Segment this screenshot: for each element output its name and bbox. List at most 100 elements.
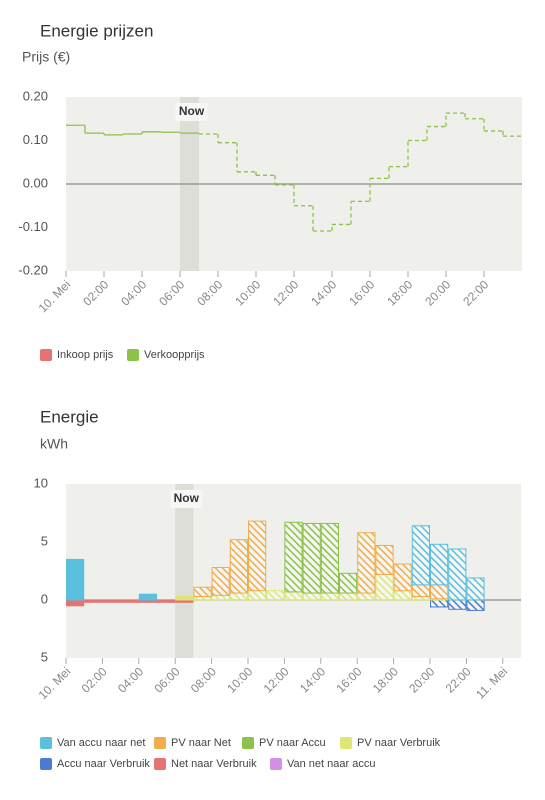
legend-label: Van net naar accu	[287, 758, 375, 770]
energy-bar	[211, 567, 230, 596]
x-tick-label: 18:00	[384, 277, 415, 308]
energy-bar	[66, 558, 85, 601]
now-label: Now	[174, 491, 200, 505]
x-tick-label: 04:00	[115, 664, 146, 695]
legend-swatch	[154, 737, 166, 749]
x-tick-label: 04:00	[118, 277, 149, 308]
x-tick-label: 10:00	[224, 664, 255, 695]
energy-bar	[448, 548, 467, 601]
energy-bar	[193, 596, 212, 601]
legend-swatch	[242, 737, 254, 749]
x-tick-label: 16:00	[333, 664, 364, 695]
energy-bar	[193, 586, 212, 598]
legend-swatch	[154, 758, 166, 770]
legend-label: PV naar Accu	[259, 737, 326, 749]
legend-swatch	[40, 737, 52, 749]
x-tick-label: 08:00	[188, 664, 219, 695]
x-tick-label: 12:00	[270, 277, 301, 308]
energy-bar	[84, 599, 103, 603]
x-tick-label: 20:00	[422, 277, 453, 308]
legend-swatch	[340, 737, 352, 749]
energy-bar	[66, 599, 85, 607]
y-tick-label: 0	[41, 591, 48, 606]
energy-bar	[411, 584, 430, 598]
energy-bar	[302, 522, 321, 594]
energy-bar	[430, 584, 449, 600]
legend-label: Van accu naar net	[57, 737, 145, 749]
x-tick-label: 14:00	[308, 277, 339, 308]
energy-bar	[466, 577, 485, 601]
energy-bar	[411, 596, 430, 601]
energy-bar	[448, 599, 467, 610]
unit-label: kWh	[40, 436, 68, 452]
y-tick-label: 5	[41, 533, 48, 548]
x-tick-label: 06:00	[151, 664, 182, 695]
x-tick-label: 02:00	[80, 277, 111, 308]
legend-label: Net naar Verbruik	[171, 758, 257, 770]
energy-bar	[357, 592, 376, 601]
now-badge	[175, 103, 208, 121]
legend-swatch	[127, 349, 139, 361]
legend-label: PV naar Verbruik	[357, 737, 441, 749]
x-tick-label: 10. Mei	[36, 277, 74, 315]
legend-label: PV naar Net	[171, 737, 231, 749]
x-tick-label: 14:00	[297, 664, 328, 695]
energy-bar	[120, 599, 139, 603]
energy-bar	[466, 599, 485, 611]
energy-bar	[430, 543, 449, 586]
energy-bar	[248, 590, 267, 601]
legend-label: Inkoop prijs	[57, 349, 114, 361]
x-tick-label: 20:00	[406, 664, 437, 695]
y-tick-label: -0.20	[18, 262, 48, 277]
y-tick-label: 0.10	[23, 132, 48, 147]
x-tick-label: 22:00	[443, 664, 474, 695]
energy-bar	[229, 592, 249, 601]
legend-swatch	[40, 349, 52, 361]
energy-bar	[102, 599, 121, 603]
legend-label: Verkoopprijs	[144, 349, 205, 361]
energy-bar	[430, 599, 449, 608]
energy-bar	[339, 572, 358, 594]
energy-bar	[393, 590, 412, 601]
legend-swatch	[40, 758, 52, 770]
chart-title: Energie prijzen	[40, 21, 153, 40]
now-band	[175, 484, 194, 658]
energy-bar	[375, 573, 394, 601]
x-tick-label: 16:00	[346, 277, 377, 308]
energy-bar	[284, 591, 303, 601]
energy-bar	[229, 539, 249, 594]
energy-bar	[320, 522, 339, 594]
y-tick-label: 0.20	[23, 88, 48, 103]
x-tick-label: 10:00	[232, 277, 263, 308]
energy-bar	[248, 520, 267, 592]
energy-bar	[138, 593, 158, 601]
y-tick-label: 10	[34, 475, 48, 490]
legend-swatch	[270, 758, 282, 770]
energy-bar	[375, 544, 394, 575]
energy-bar	[320, 592, 339, 601]
unit-label: Prijs (€)	[22, 49, 70, 65]
energy-bar	[211, 594, 230, 601]
x-tick-label: 12:00	[261, 664, 292, 695]
energy-bar	[175, 596, 194, 601]
now-badge	[170, 490, 203, 508]
chart-title: Energie	[40, 407, 99, 426]
energy-bar	[339, 592, 358, 601]
energy-bar	[302, 592, 321, 601]
y-tick-label: 5	[41, 649, 48, 664]
energy-bar	[357, 532, 376, 594]
now-label: Now	[179, 104, 205, 118]
x-tick-label: 22:00	[460, 277, 491, 308]
energy-bar	[157, 599, 176, 603]
energy-bar	[411, 525, 430, 586]
x-tick-label: 18:00	[370, 664, 401, 695]
energy-bar	[284, 521, 303, 593]
x-tick-label: 02:00	[79, 664, 110, 695]
y-tick-label: 0.00	[23, 175, 48, 190]
x-tick-label: 10. Mei	[36, 664, 74, 702]
x-tick-label: 11. Mei	[473, 664, 510, 701]
energy-bar	[393, 563, 412, 592]
x-tick-label: 08:00	[194, 277, 225, 308]
